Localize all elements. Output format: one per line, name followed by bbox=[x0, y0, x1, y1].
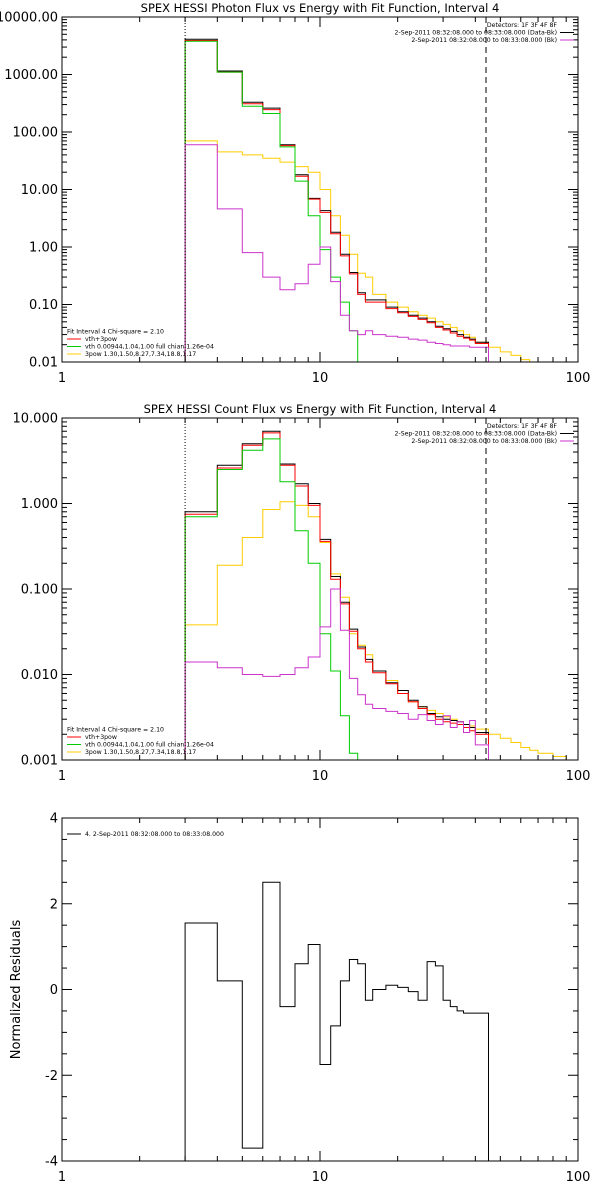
panel1-ytick-label: 10000.00 bbox=[0, 11, 58, 26]
panel1-series-1 bbox=[185, 141, 538, 362]
panel1-legend-bottom-text: vth 0.00944,1.04,1.00 full chian 1.26e-0… bbox=[85, 344, 214, 351]
panel3-ytick-label: 4 bbox=[50, 812, 58, 827]
panel1-ytick-label: 0.10 bbox=[29, 298, 58, 313]
panel1-title: SPEX HESSI Photon Flux vs Energy with Fi… bbox=[141, 1, 500, 15]
panel2-legend-top-text: Detectors: 1F 3F 4F 8F bbox=[487, 423, 558, 430]
panel1-legend-bottom-text: vth+3pow bbox=[85, 336, 117, 343]
panel2-legend-top-text: 2-Sep-2011 08:32:08.000 to 08:33:08.000 … bbox=[411, 438, 557, 445]
panel3-ytick-label: 0 bbox=[50, 983, 58, 998]
panel2-series-5 bbox=[185, 589, 488, 760]
panel2-legend-bottom-text: Fit Interval 4 Chi-square = 2.10 bbox=[67, 727, 164, 734]
panel2-title: SPEX HESSI Count Flux vs Energy with Fit… bbox=[144, 402, 497, 416]
panel2-series-1 bbox=[185, 502, 578, 760]
panel2-ytick-label: 10.000 bbox=[13, 412, 59, 427]
panel1-legend-top-text: 2-Sep-2011 08:32:08.000 to 08:33:08.000 … bbox=[395, 30, 557, 37]
panel2-xtick-label: 10 bbox=[312, 769, 329, 784]
panel2-xtick-label: 1 bbox=[58, 769, 66, 784]
panel3-ytick-label: 2 bbox=[50, 897, 58, 912]
panel2-ytick-label: 0.010 bbox=[21, 668, 58, 683]
panel2-ytick-label: 0.100 bbox=[21, 583, 58, 598]
chart-canvas: SPEX HESSI Photon Flux vs Energy with Fi… bbox=[0, 0, 600, 1200]
panel2-legend-top-text: 2-Sep-2011 08:32:08.000 to 08:33:08.000 … bbox=[395, 431, 557, 438]
panel1-ytick-label: 10.00 bbox=[21, 183, 58, 198]
panel2-legend-bottom-text: vth 0.00944,1.04,1.00 full chian 1.26e-0… bbox=[85, 742, 214, 749]
panel2-ytick-label: 0.001 bbox=[21, 754, 58, 769]
panel1-legend-top-text: Detectors: 1F 3F 4F 8F bbox=[487, 22, 558, 29]
panel1-xtick-label: 100 bbox=[566, 371, 591, 386]
panel2-series-4 bbox=[185, 439, 365, 760]
panel1-xtick-label: 1 bbox=[58, 371, 66, 386]
panel1-ytick-label: 100.00 bbox=[13, 126, 59, 141]
panel1-ytick-label: 1.00 bbox=[29, 241, 58, 256]
panel3-series-1 bbox=[185, 882, 488, 1161]
chart-page: SPEX HESSI Photon Flux vs Energy with Fi… bbox=[0, 0, 600, 1200]
panel2-legend-bottom-text: vth+3pow bbox=[85, 734, 117, 741]
panel1-ytick-label: 1000.00 bbox=[4, 68, 58, 83]
panel3-ytick-label: -4 bbox=[45, 1155, 58, 1170]
panel2-ytick-label: 1.000 bbox=[21, 497, 58, 512]
panel1-legend-bottom-text: Fit Interval 4 Chi-square = 2.10 bbox=[67, 329, 164, 336]
panel2-series-3 bbox=[185, 433, 488, 760]
panel2-series-2 bbox=[185, 431, 488, 760]
panel1-series-3 bbox=[185, 41, 488, 363]
panel2-legend-bottom-text: 3pow 1.30,1.50,8.27,7.34,18.8,1.17 bbox=[85, 749, 196, 756]
panel2-xtick-label: 100 bbox=[566, 769, 591, 784]
panel1-xtick-label: 10 bbox=[312, 371, 329, 386]
panel3-legend-top-text: 4. 2-Sep-2011 08:32:08.000 to 08:33:08.0… bbox=[85, 831, 224, 838]
panel1-series-4 bbox=[185, 41, 365, 362]
panel1-legend-bottom-text: 3pow 1.30,1.50,8.27,7.34,18.8,1.17 bbox=[85, 351, 196, 358]
panel3-xtick-label: 1 bbox=[58, 1170, 66, 1185]
panel1-series-2 bbox=[185, 39, 488, 362]
panel3-xtick-label: 10 bbox=[312, 1170, 329, 1185]
panel1-legend-top-text: 2-Sep-2011 08:32:08.000 to 08:33:08.000 … bbox=[411, 37, 557, 44]
panel3-xtick-label: 100 bbox=[566, 1170, 591, 1185]
panel3-ylabel: Normalized Residuals bbox=[9, 920, 24, 1060]
panel1-ytick-label: 0.01 bbox=[29, 356, 58, 371]
panel3-ytick-label: -2 bbox=[45, 1069, 58, 1084]
